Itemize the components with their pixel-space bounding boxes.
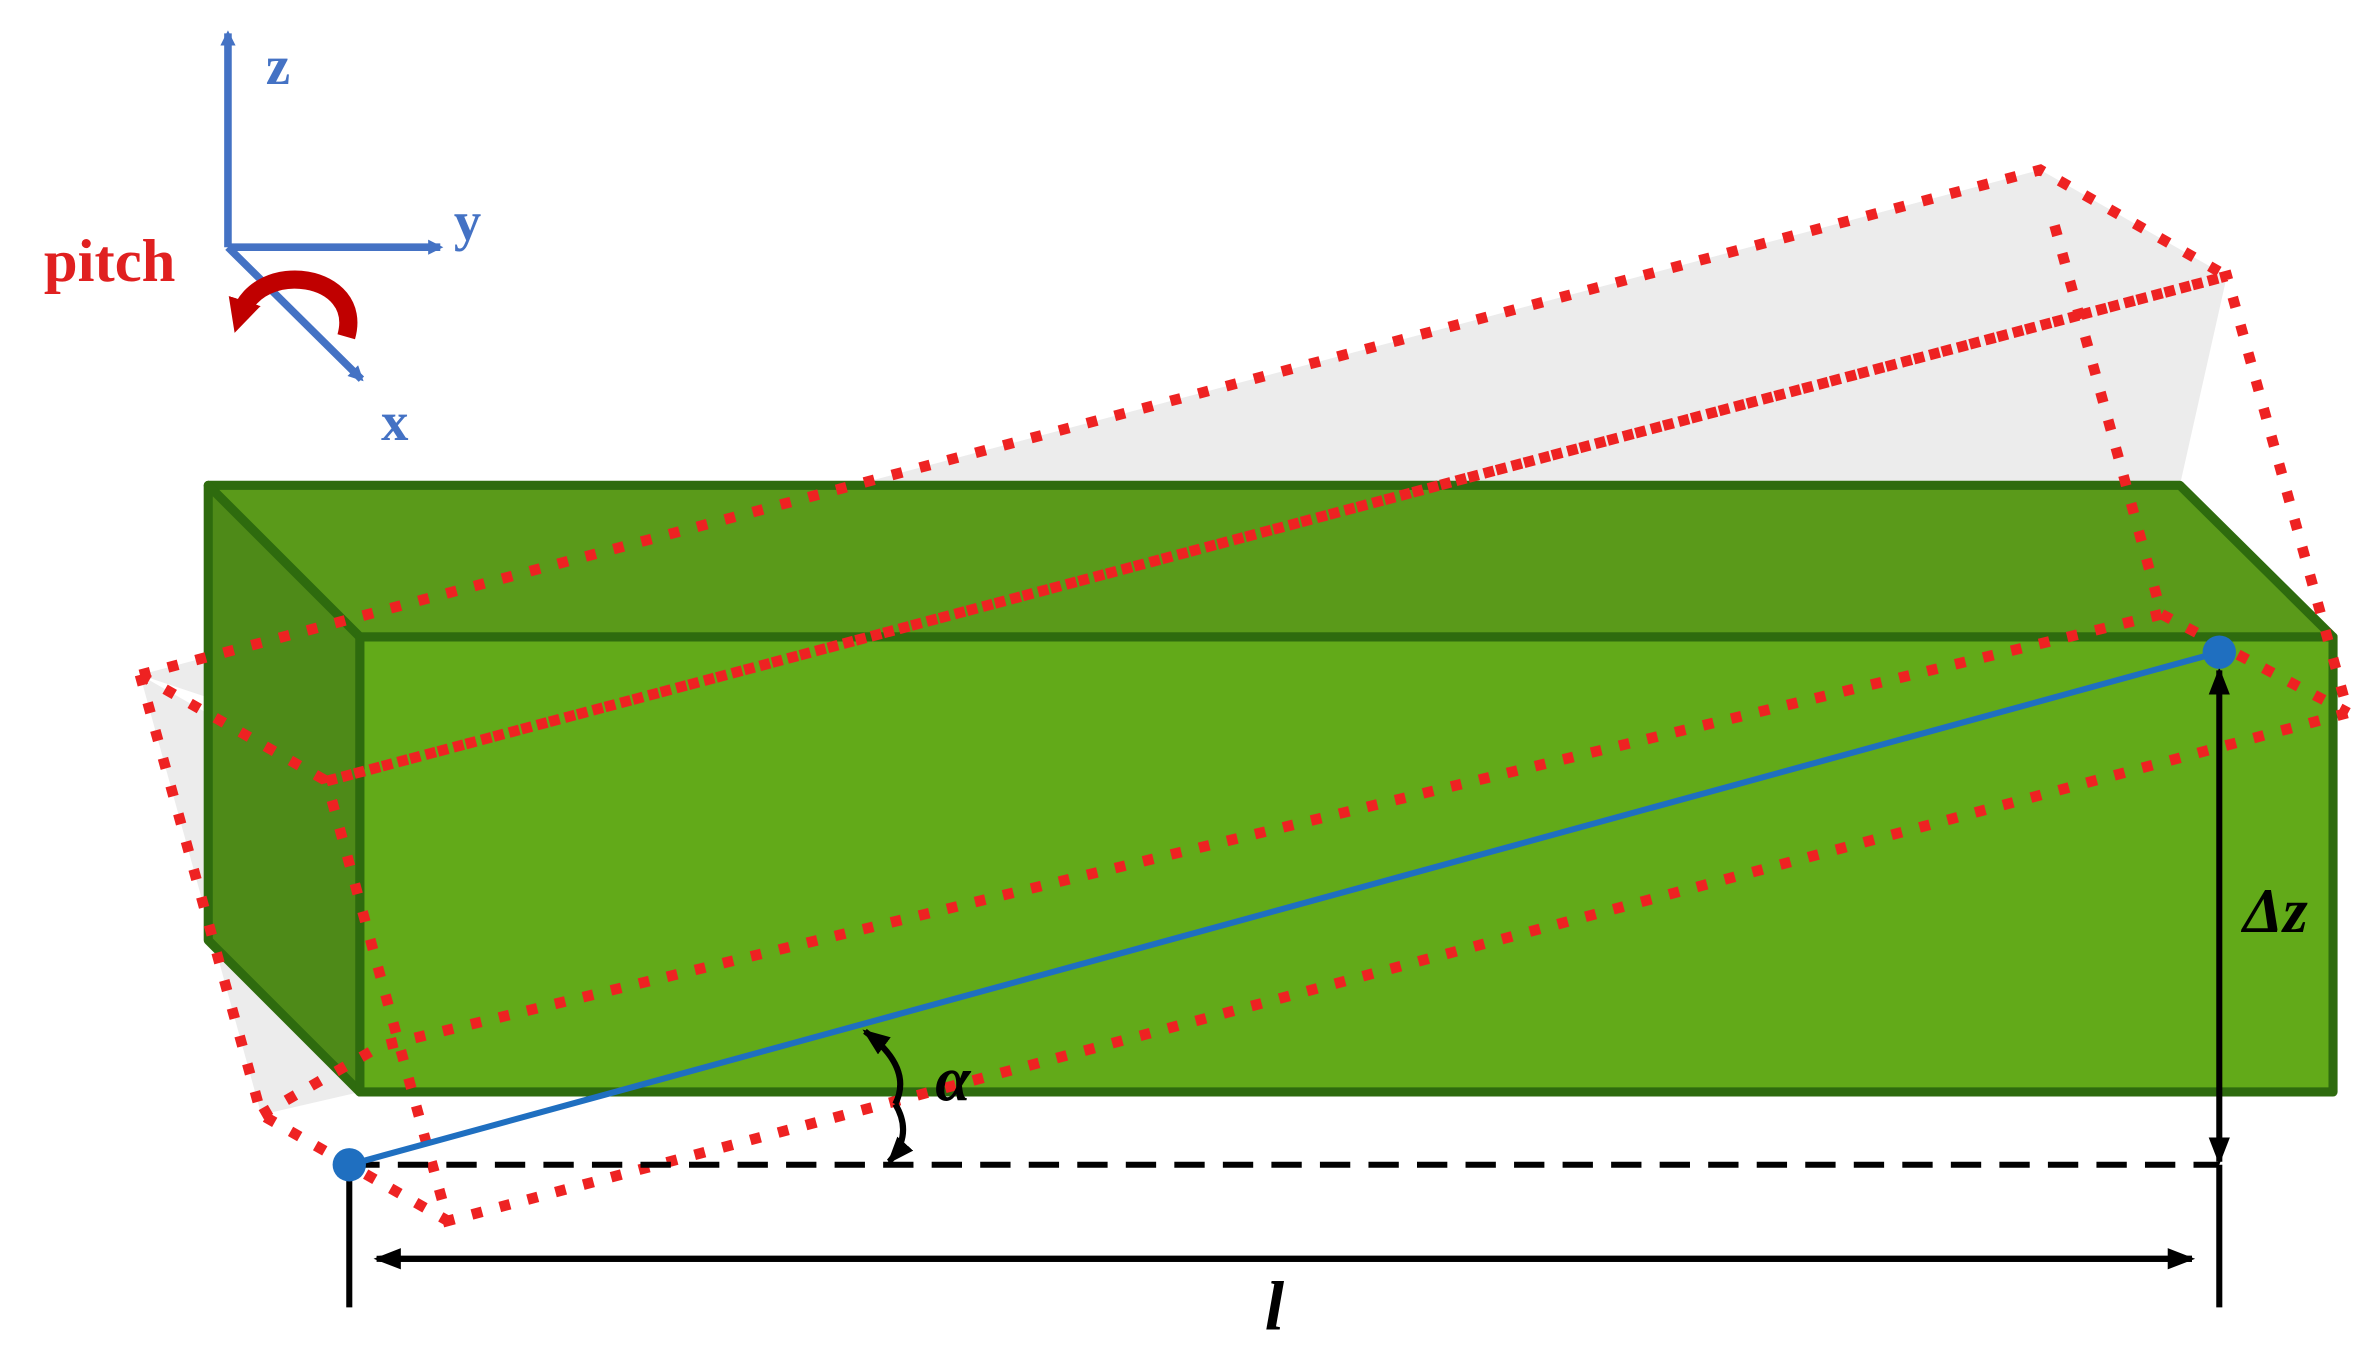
axes [220, 30, 444, 382]
height-label: Δz [2240, 875, 2308, 946]
y-label: y [454, 191, 481, 252]
dimensions [346, 667, 2230, 1308]
length-label: l [1265, 1268, 1285, 1345]
angle-label: α [935, 1044, 972, 1115]
pitch-label: pitch [44, 228, 175, 295]
z-label: z [266, 35, 290, 96]
tilted-box [126, 164, 2355, 1228]
slope-line [332, 635, 2236, 1182]
x-label: x [381, 391, 408, 452]
pitch-arrow [228, 270, 358, 340]
green-box [203, 480, 2338, 1097]
